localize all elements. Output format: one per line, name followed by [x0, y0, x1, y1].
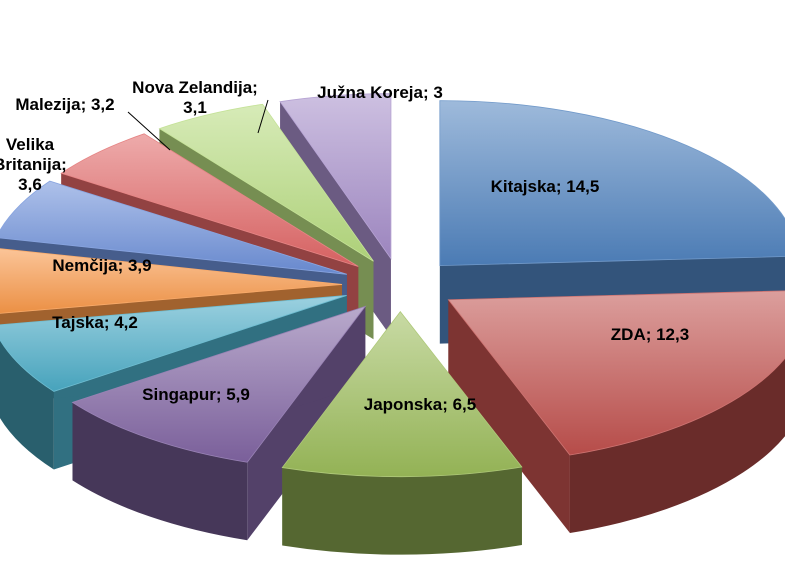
slice-label-5: Nemčija; 3,9	[52, 256, 151, 275]
pie-slice-rim-3	[72, 402, 248, 541]
slice-label-line-8-0: Nova Zelandija;	[132, 78, 258, 97]
slice-label-1: ZDA; 12,3	[611, 325, 689, 344]
slice-label-4: Tajska; 4,2	[52, 313, 138, 332]
pie-slice-top-6	[0, 180, 347, 275]
pie-slice-wall-1-1	[448, 299, 570, 534]
pie-slice-1	[447, 290, 785, 534]
slice-label-8: Nova Zelandija; 3,1	[132, 78, 258, 117]
slice-label-2: Japonska; 6,5	[364, 395, 476, 414]
slice-label-9: Južna Koreja; 3	[317, 83, 443, 102]
slice-label-6: Velika Britanija; 3,6	[0, 135, 67, 194]
pie-slice-top-4	[0, 295, 347, 392]
pie-slice-rim-4	[0, 339, 54, 470]
pie-slice-3	[71, 305, 367, 541]
slice-label-line-6-0: Velika	[6, 135, 55, 154]
pie-slice-top-0	[439, 100, 785, 267]
pie-slice-top-1	[447, 290, 785, 456]
slice-label-7: Malezija; 3,2	[15, 95, 114, 114]
leader-line-8	[257, 99, 269, 134]
pie-slice-top-2	[281, 311, 523, 478]
pie-slice-rim-2	[282, 466, 522, 555]
pie-slice-top-7	[60, 133, 359, 267]
pie-slice-top-9	[279, 93, 392, 260]
slice-label-3: Singapur; 5,9	[142, 385, 250, 404]
leader-line-7	[127, 111, 171, 151]
pie-slice-top-5	[0, 248, 343, 314]
slice-label-line-8-1: 3,1	[183, 98, 207, 117]
pie-slice-top-3	[71, 305, 367, 463]
slice-label-line-6-2: 3,6	[18, 175, 42, 194]
pie-slice-2	[281, 311, 523, 555]
pie-slice-top-8	[158, 103, 374, 262]
slice-label-line-6-1: Britanija;	[0, 155, 67, 174]
slice-label-0: Kitajska; 14,5	[491, 177, 600, 196]
